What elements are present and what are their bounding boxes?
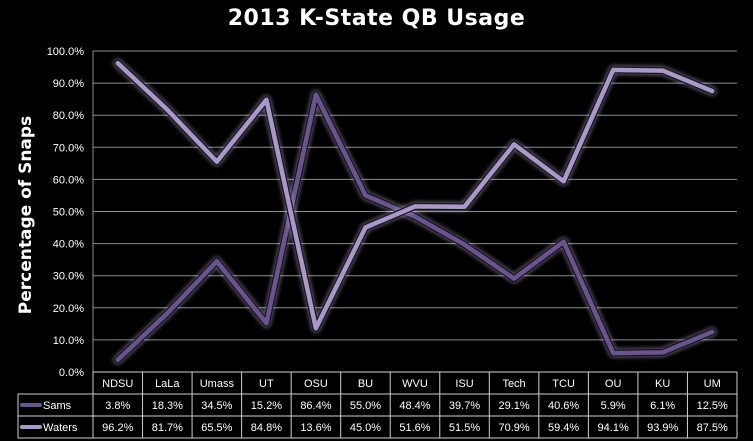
x-tick-label: Tech	[502, 378, 525, 390]
data-label: 96.2%	[102, 422, 133, 434]
x-tick-label: UM	[704, 378, 721, 390]
data-label: 45.0%	[350, 422, 381, 434]
x-tick-label: OU	[605, 378, 622, 390]
x-tick-label: ISU	[455, 378, 473, 390]
x-tick-label: WVU	[402, 378, 428, 390]
data-label: 5.9%	[601, 400, 626, 412]
series-lines	[113, 58, 717, 365]
y-tick-label: 50.0%	[53, 207, 84, 219]
data-label: 13.6%	[300, 422, 331, 434]
y-tick-label: 40.0%	[53, 239, 84, 251]
data-label: 86.4%	[300, 400, 331, 412]
data-label: 93.9%	[647, 422, 678, 434]
y-tick-label: 100.0%	[47, 46, 85, 58]
data-label: 48.4%	[399, 400, 430, 412]
series-outline-sams	[114, 91, 716, 364]
data-label: 39.7%	[449, 400, 480, 412]
series-line-waters	[115, 60, 715, 331]
legend-label: Waters	[43, 422, 78, 434]
series-glow-waters	[113, 58, 717, 333]
data-label: 12.5%	[697, 400, 728, 412]
x-tick-label: BU	[358, 378, 373, 390]
series-glow-sams	[113, 90, 717, 365]
data-label: 40.6%	[548, 400, 579, 412]
data-label: 65.5%	[201, 422, 232, 434]
x-tick-label: TCU	[552, 378, 575, 390]
data-label: 34.5%	[201, 400, 232, 412]
data-label: 84.8%	[251, 422, 282, 434]
data-label: 3.8%	[105, 400, 130, 412]
series-outline-waters	[114, 59, 716, 332]
y-tick-label: 10.0%	[53, 335, 84, 347]
x-tick-label: OSU	[304, 378, 328, 390]
y-tick-labels: 0.0% 10.0% 20.0% 30.0% 40.0% 50.0% 60.0% 70.0% 8…	[47, 46, 85, 379]
y-tick-label: 20.0%	[53, 303, 84, 315]
data-label: 55.0%	[350, 400, 381, 412]
gridlines	[92, 50, 737, 373]
data-label: 87.5%	[697, 422, 728, 434]
y-tick-label: 80.0%	[53, 110, 84, 122]
data-label: 70.9%	[498, 422, 529, 434]
chart-title: 2013 K-State QB Usage	[227, 6, 526, 31]
data-table: NDSU LaLa Umass UT OSU BU WVU ISU Tech TCU OU KU UM S…	[17, 371, 738, 439]
data-label: 51.6%	[399, 422, 430, 434]
y-tick-label: 90.0%	[53, 78, 84, 90]
data-label: 94.1%	[598, 422, 629, 434]
data-label: 18.3%	[152, 400, 183, 412]
y-tick-label: 60.0%	[53, 174, 84, 186]
y-tick-label: 70.0%	[53, 142, 84, 154]
y-tick-label: 30.0%	[53, 271, 84, 283]
data-label: 15.2%	[251, 400, 282, 412]
data-label: 81.7%	[152, 422, 183, 434]
y-tick-label: 0.0%	[59, 367, 84, 379]
data-label: 6.1%	[650, 400, 675, 412]
data-label: 59.4%	[548, 422, 579, 434]
x-tick-label: UT	[259, 378, 274, 390]
series-line-sams	[115, 92, 715, 363]
legend-label: Sams	[43, 400, 72, 412]
data-label: 29.1%	[498, 400, 529, 412]
x-tick-label: NDSU	[102, 378, 133, 390]
data-label: 51.5%	[449, 422, 480, 434]
x-tick-label: LaLa	[155, 378, 180, 390]
x-tick-label: KU	[655, 378, 670, 390]
x-tick-label: Umass	[200, 378, 235, 390]
